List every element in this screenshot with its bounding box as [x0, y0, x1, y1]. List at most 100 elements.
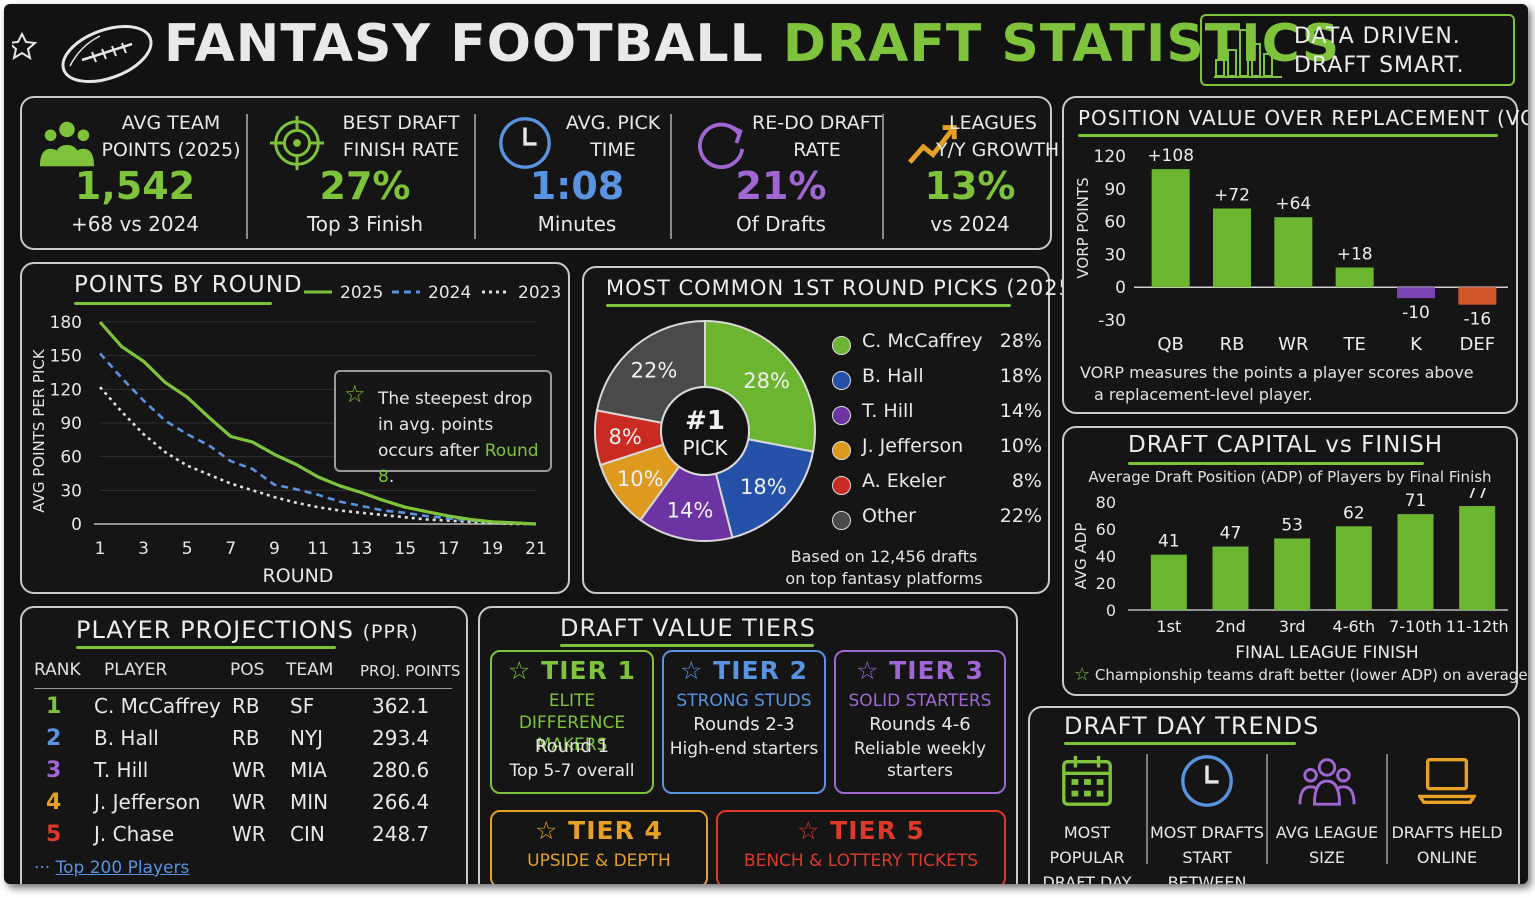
- tagline-box: DATA DRIVEN. DRAFT SMART.: [1200, 14, 1515, 86]
- bar-value-label: -10: [1402, 303, 1430, 323]
- pie-legend-value: 8%: [1011, 470, 1042, 492]
- player-projections-title-main: PLAYER PROJECTIONS: [76, 616, 354, 644]
- bar: [1459, 506, 1496, 610]
- group-icon: [1298, 758, 1356, 806]
- top-200-link-label: Top 200 Players: [55, 858, 190, 878]
- refresh-icon: [698, 122, 745, 170]
- y-tick-label: 40: [1096, 547, 1116, 566]
- team-cell: MIA: [290, 758, 327, 782]
- category-label: TE: [1342, 334, 1365, 355]
- player-projections-panel: [20, 606, 468, 884]
- insight-note-text: The steepest drop in avg. points occurs …: [378, 389, 533, 461]
- draft-value-tiers-underline: [560, 644, 814, 647]
- pos-cell: RB: [232, 694, 260, 718]
- x-tick-label: 13: [351, 539, 373, 559]
- x-tick-label: 9: [269, 539, 280, 559]
- kpi-icon-wrap: [268, 114, 328, 174]
- legend-dot: [832, 336, 851, 355]
- player-projections-title: PLAYER PROJECTIONS (PPR): [76, 616, 419, 644]
- y-tick-label: 120: [50, 380, 82, 400]
- trend-label: AVG LEAGUE SIZE: [1275, 823, 1379, 867]
- x-tick-label: 15: [394, 539, 416, 559]
- tier-name-text: TIER 1: [541, 656, 636, 685]
- dots-icon: ···: [34, 858, 51, 878]
- bar: [1151, 169, 1190, 288]
- y-tick-label: 90: [60, 414, 82, 434]
- vorp-title: POSITION VALUE OVER REPLACEMENT (VORP): [1078, 106, 1528, 130]
- draft-capital-title: DRAFT CAPITAL vs FINISH: [1128, 432, 1444, 458]
- star-icon: ☆: [344, 380, 366, 408]
- table-row: 4 J. Jefferson WR MIN 266.4: [34, 790, 454, 820]
- y-axis-label: VORP POINTS: [1074, 177, 1092, 278]
- pie-legend-label: J. Jefferson: [862, 435, 964, 457]
- pie-legend-item: Other 22%: [832, 505, 1042, 535]
- pie-slice-label: 28%: [743, 369, 790, 393]
- category-label: QB: [1157, 334, 1184, 355]
- col-player: PLAYER: [104, 660, 168, 680]
- y-tick-label: 0: [71, 515, 82, 535]
- people-icon: [39, 121, 95, 167]
- bar: [1397, 514, 1434, 610]
- tier-name: ☆ TIER 1: [492, 656, 652, 685]
- player-cell: C. McCaffrey: [94, 694, 221, 718]
- points-cell: 280.6: [372, 758, 430, 782]
- bar: [1335, 267, 1374, 288]
- pie-legend-value: 14%: [999, 400, 1042, 422]
- pie-footnote-line1: Based on 12,456 drafts: [790, 547, 978, 566]
- kpi-icon-wrap: [904, 114, 964, 174]
- table-row: 3 T. Hill WR MIA 280.6: [34, 758, 454, 788]
- legend-label: 2023: [518, 283, 561, 303]
- kpi-value: 13%: [924, 164, 1016, 208]
- kpi-value: 1:08: [529, 164, 625, 208]
- y-tick-label: 60: [1104, 213, 1126, 233]
- pie-legend-value: 10%: [999, 435, 1042, 457]
- pie-legend-value: 22%: [999, 505, 1042, 527]
- player-cell: J. Jefferson: [94, 790, 201, 814]
- trend-icon-wrap: [1058, 752, 1118, 812]
- points-cell: 248.7: [372, 822, 430, 846]
- category-label: DEF: [1460, 334, 1496, 355]
- pie-center: [660, 386, 750, 476]
- team-cell: NYJ: [290, 726, 324, 750]
- pie-legend-label: B. Hall: [862, 365, 924, 387]
- category-label: 4-6th: [1333, 617, 1376, 636]
- tagline-line2: DRAFT SMART.: [1294, 53, 1465, 78]
- vorp-underline: [1078, 134, 1498, 137]
- table-row: 5 J. Chase WR CIN 248.7: [34, 822, 454, 852]
- tier-name: ☆ TIER 4: [492, 816, 706, 845]
- kpi-sub: Of Drafts: [736, 212, 826, 236]
- category-label: 7-10th: [1389, 617, 1442, 636]
- y-tick-label: 60: [1096, 520, 1116, 539]
- vorp-note: VORP measures the points a player scores…: [1080, 362, 1510, 406]
- draft-capital-note: ☆ Championship teams draft better (lower…: [1074, 664, 1528, 685]
- pos-cell: RB: [232, 726, 260, 750]
- col-points: PROJ. POINTS: [360, 662, 461, 680]
- title-white: FANTASY FOOTBALL: [164, 14, 764, 74]
- trend-divider: [1386, 754, 1388, 864]
- draft-day-trends-underline: [1064, 742, 1296, 745]
- col-rank: RANK: [34, 660, 81, 680]
- insight-note-highlight: Round 8: [378, 441, 539, 487]
- top-200-link[interactable]: ··· Top 200 Players: [34, 858, 189, 878]
- pie-footnote-line2: on top fantasy platforms: [785, 569, 983, 588]
- x-tick-label: 7: [225, 539, 236, 559]
- clock-icon: [499, 117, 551, 169]
- bar-value-label: 41: [1158, 532, 1180, 552]
- kpi-4: RE-DO DRAFT RATE 21% Of Drafts: [678, 100, 884, 250]
- kpi-5: LEAGUES Y/Y GROWTH 13% vs 2024: [890, 100, 1059, 250]
- legend-dot: [832, 476, 851, 495]
- x-tick-label: 17: [438, 539, 460, 559]
- y-tick-label: 20: [1096, 574, 1116, 593]
- bar-value-label: +72: [1214, 185, 1250, 205]
- series-line-2025: [98, 320, 537, 526]
- col-team: TEAM: [286, 660, 334, 680]
- trend-icon-wrap: [1178, 752, 1238, 812]
- kpi-icon-wrap: [496, 114, 556, 174]
- star-icon: ☆: [1074, 664, 1091, 685]
- category-label: 2nd: [1215, 617, 1245, 636]
- y-tick-label: 150: [50, 347, 82, 367]
- draft-value-tiers-title: DRAFT VALUE TIERS: [560, 614, 816, 642]
- star-icon: ☆: [856, 656, 890, 685]
- tier-desc-line1: Rounds 4-6: [869, 714, 971, 735]
